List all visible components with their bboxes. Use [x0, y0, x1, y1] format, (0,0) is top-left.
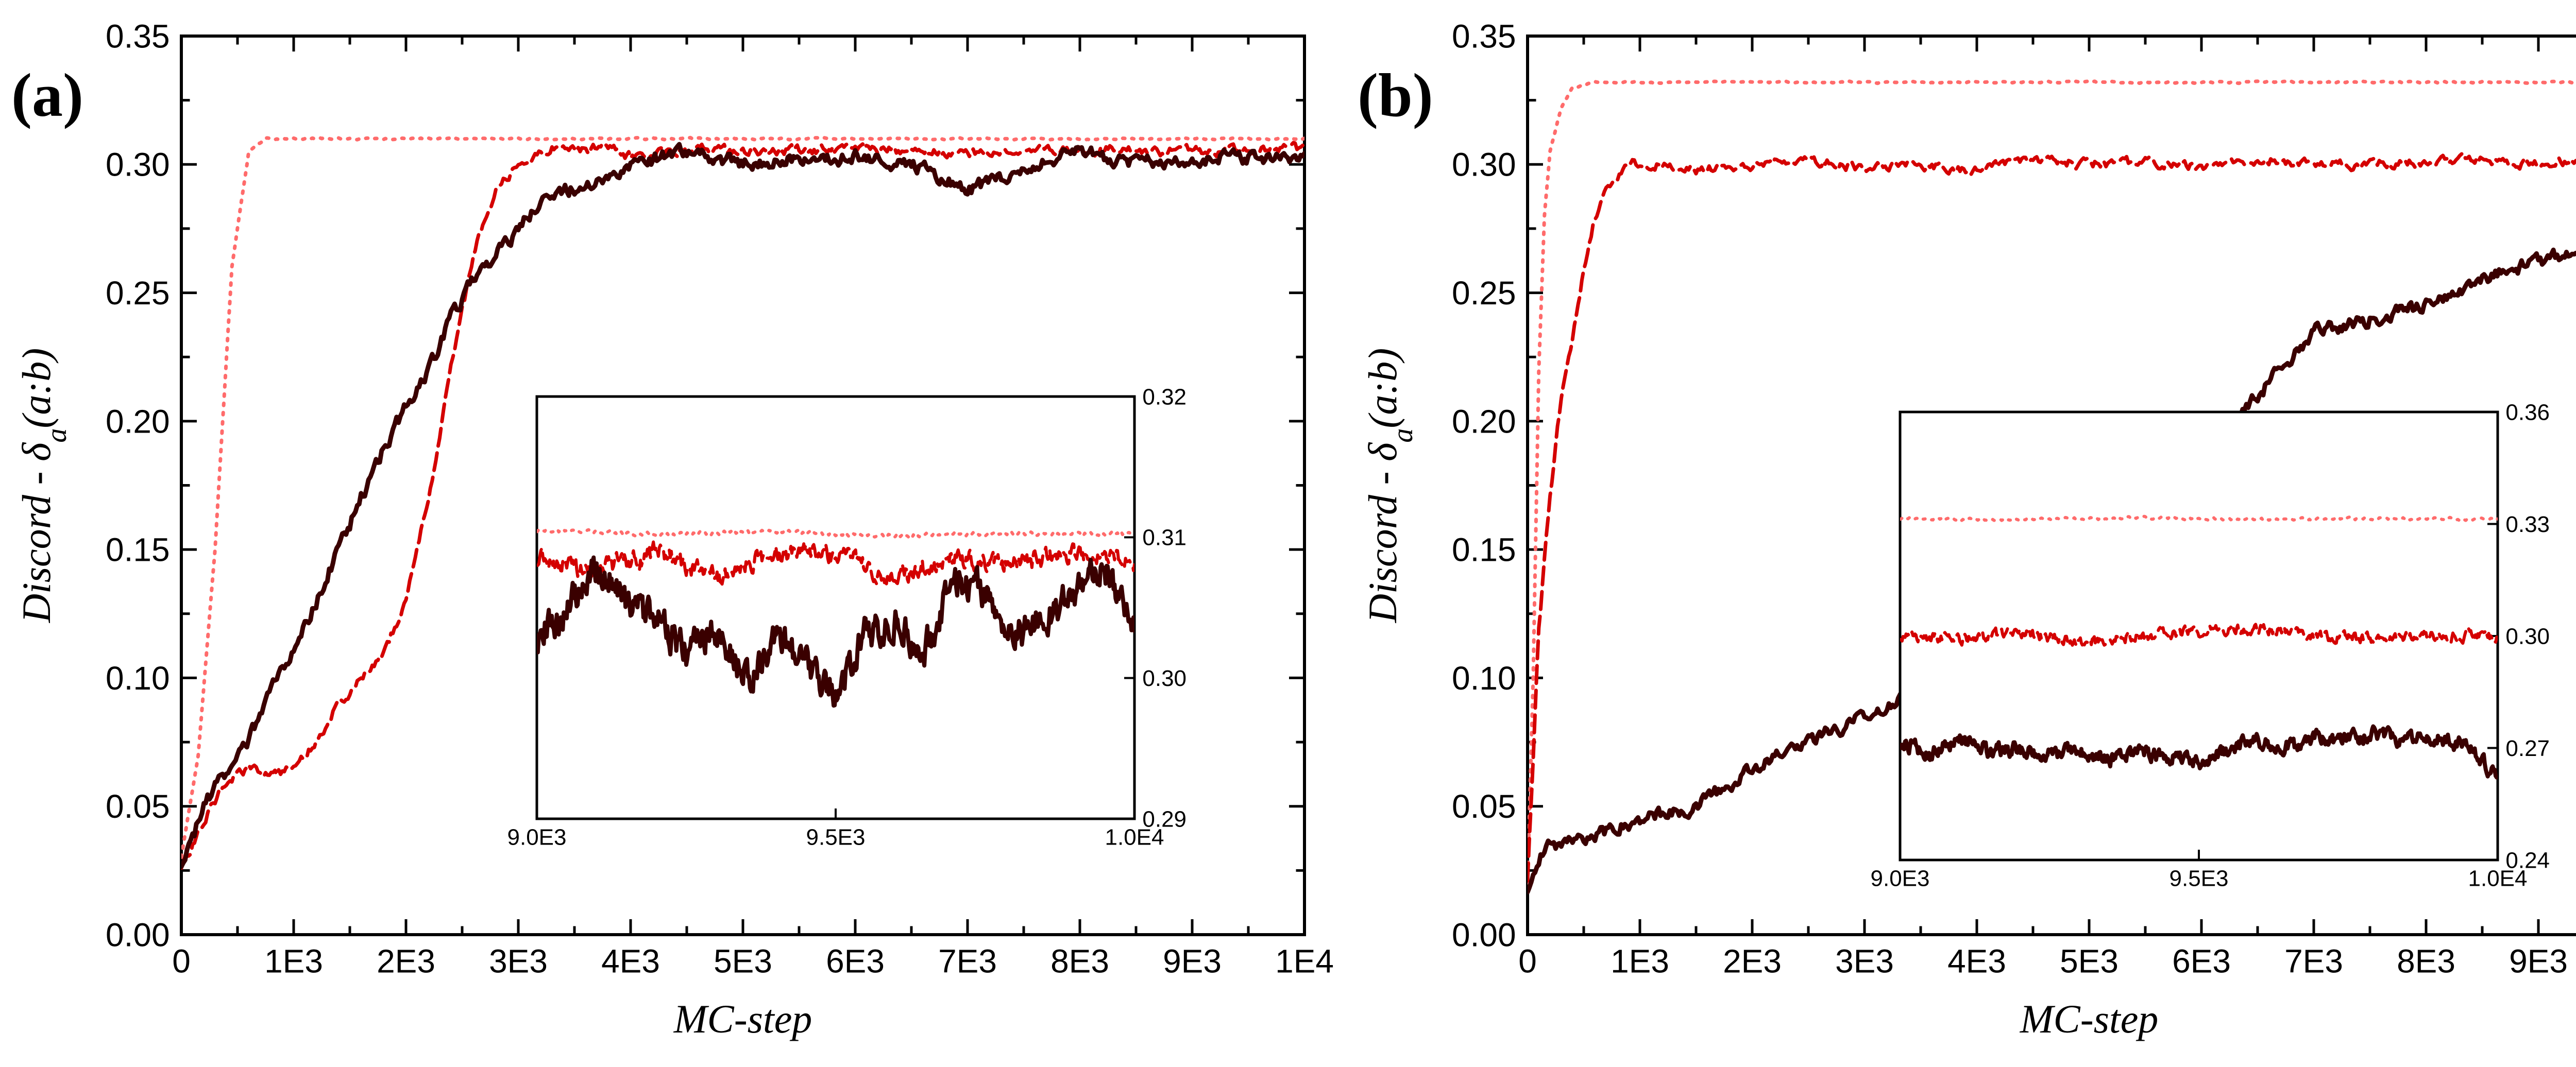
inset-inset-1-line — [537, 527, 1134, 539]
y-tick-label: 0.30 — [1452, 146, 1516, 183]
panel-a: 0 1E3 2E3 3E3 4E3 5E3 6E3 7E3 8E3 9E3 1E4 0.00 0.05 0… — [11, 18, 1334, 1041]
y-axis-label: Discord - δa(a:b) — [14, 348, 73, 624]
x-tick-label: 5E3 — [714, 943, 772, 980]
y-tick-label: 0.25 — [1452, 274, 1516, 312]
x-tick-label: 1E4 — [1275, 943, 1334, 980]
y-tick-label: 0.10 — [106, 660, 170, 697]
x-tick-label: 8E3 — [2397, 943, 2455, 980]
series-2-line — [181, 141, 1304, 870]
x-tick-label: 7E3 — [2284, 943, 2343, 980]
inset-y-tick-label: 0.29 — [1142, 806, 1187, 832]
x-tick-label: 2E3 — [377, 943, 435, 980]
y-tick-label: 0.30 — [106, 146, 170, 183]
inset-y-tick-label: 0.33 — [2505, 512, 2550, 537]
x-tick-label: 3E3 — [1835, 943, 1894, 980]
inset-inset-3-line — [1900, 724, 2498, 780]
y-tick-label: 0.05 — [106, 788, 170, 825]
x-axis-label: MC-step — [2020, 996, 2159, 1041]
panel-b: 01E32E33E34E35E36E37E38E39E31E40.000.050… — [1358, 18, 2576, 1041]
x-tick-label: 7E3 — [938, 943, 997, 980]
panel-label: (a) — [11, 61, 83, 129]
x-tick-label: 1E3 — [1611, 943, 1669, 980]
x-tick-label: 2E3 — [1723, 943, 1782, 980]
y-tick-label: 0.25 — [106, 274, 170, 312]
y-tick-label: 0.20 — [106, 403, 170, 440]
y-tick-label: 0.15 — [1452, 531, 1516, 569]
y-tick-label: 0.10 — [1452, 660, 1516, 697]
inset-y-tick-label: 0.24 — [2505, 848, 2550, 873]
series-3-line — [181, 142, 1304, 869]
x-tick-label: 3E3 — [489, 943, 548, 980]
x-tick-label: 6E3 — [826, 943, 885, 980]
y-tick-label: 0.35 — [1452, 18, 1516, 55]
inset-inset-2-line — [1900, 623, 2498, 647]
x-tick-label: 9E3 — [2509, 943, 2568, 980]
y-tick-label: 0.15 — [106, 531, 170, 569]
x-tick-label: 9E3 — [1163, 943, 1222, 980]
inset-x-tick-label: 9.5E3 — [2170, 866, 2229, 891]
y-tick-label: 0.05 — [1452, 788, 1516, 825]
inset-y-tick-label: 0.36 — [2505, 400, 2550, 425]
panel-label: (b) — [1358, 61, 1433, 129]
inset-x-tick-label: 9.0E3 — [507, 825, 567, 850]
inset-inset-3-line — [537, 555, 1134, 708]
x-tick-label: 0 — [172, 943, 191, 980]
x-tick-label: 8E3 — [1050, 943, 1109, 980]
inset-y-tick-label: 0.30 — [2505, 624, 2550, 649]
y-axis-label: Discord - δa(a:b) — [1360, 348, 1419, 624]
inset-inset-2-line — [537, 540, 1134, 586]
inset-x-tick-label: 1.0E4 — [2468, 866, 2528, 891]
inset-y-tick-label: 0.27 — [2505, 736, 2550, 761]
x-tick-label: 4E3 — [1947, 943, 2006, 980]
x-tick-label: 0 — [1518, 943, 1537, 980]
inset-x-tick-label: 9.5E3 — [806, 825, 866, 850]
inset-y-tick-label: 0.32 — [1142, 384, 1187, 409]
inset-y-tick-label: 0.30 — [1142, 666, 1187, 691]
y-tick-label: 0.35 — [106, 18, 170, 55]
y-tick-label: 0.00 — [1452, 916, 1516, 953]
inset-y-tick-label: 0.31 — [1142, 525, 1187, 550]
inset-x-tick-label: 9.0E3 — [1871, 866, 1930, 891]
series-1-line — [1528, 79, 2576, 885]
x-tick-label: 1E3 — [264, 943, 323, 980]
x-tick-label: 4E3 — [601, 943, 660, 980]
inset-inset-1-line — [1900, 514, 2498, 523]
x-tick-label: 5E3 — [2060, 943, 2119, 980]
series-2-line — [1528, 151, 2576, 883]
series-1-line — [181, 135, 1304, 859]
y-tick-label: 0.20 — [1452, 403, 1516, 440]
x-axis-label: MC-step — [673, 996, 812, 1041]
y-tick-label: 0.00 — [106, 916, 170, 953]
inset-x-tick-label: 1.0E4 — [1105, 825, 1164, 850]
x-tick-label: 6E3 — [2172, 943, 2231, 980]
